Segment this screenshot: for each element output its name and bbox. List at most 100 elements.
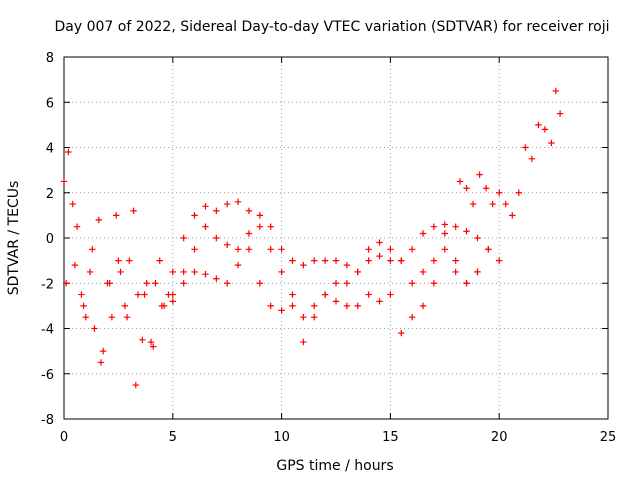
data-point <box>387 291 394 298</box>
data-point <box>321 291 329 298</box>
data-point <box>321 257 329 264</box>
data-point <box>556 110 564 117</box>
data-point <box>267 246 274 253</box>
data-point <box>452 257 459 264</box>
data-point <box>300 338 307 346</box>
data-point <box>121 302 129 310</box>
data-point <box>354 302 361 310</box>
data-point <box>541 126 549 133</box>
data-point <box>430 223 438 230</box>
data-point <box>496 257 503 264</box>
data-point <box>408 246 416 253</box>
data-point <box>202 223 209 230</box>
data-point <box>387 257 394 264</box>
data-point <box>224 280 231 287</box>
x-tick-label: 20 <box>491 430 508 445</box>
data-point <box>463 185 470 192</box>
data-point <box>452 268 459 276</box>
data-point <box>152 280 159 287</box>
data-point <box>126 257 133 264</box>
data-point <box>441 246 448 253</box>
chart-title: Day 007 of 2022, Sidereal Day-to-day VTE… <box>54 19 609 35</box>
y-tick-label: -8 <box>41 413 54 428</box>
data-point <box>489 200 496 208</box>
data-point <box>419 302 427 310</box>
x-tick-label: 0 <box>60 430 68 445</box>
data-point <box>213 207 220 215</box>
data-point <box>158 302 166 310</box>
data-point <box>456 178 464 185</box>
y-tick-label: 2 <box>46 187 54 202</box>
y-tick-label: -2 <box>41 277 54 292</box>
data-point <box>180 268 187 276</box>
data-point <box>245 230 253 237</box>
data-point <box>60 178 68 185</box>
data-point <box>256 280 264 287</box>
data-point <box>522 144 529 151</box>
data-point <box>245 246 253 253</box>
data-point <box>300 313 307 321</box>
data-point <box>278 268 285 276</box>
data-point <box>482 185 490 192</box>
x-tick-label: 15 <box>382 430 399 445</box>
y-tick-label: 0 <box>46 232 54 247</box>
data-point <box>191 268 198 276</box>
data-point <box>332 280 340 287</box>
data-point <box>69 200 76 208</box>
data-point <box>191 212 198 219</box>
data-point <box>80 302 87 310</box>
data-point <box>278 307 285 314</box>
data-point <box>141 291 148 298</box>
data-point <box>123 313 131 321</box>
data-point <box>130 207 137 215</box>
data-point <box>213 275 220 282</box>
data-point <box>354 268 361 276</box>
data-point <box>365 246 372 253</box>
data-point <box>502 200 509 208</box>
data-point <box>180 234 187 242</box>
data-point <box>147 338 155 346</box>
y-axis-label: SDTVAR / TECUs <box>6 181 22 296</box>
data-points <box>60 87 564 389</box>
data-point <box>169 291 176 298</box>
data-point <box>256 223 264 230</box>
data-point <box>115 257 122 264</box>
data-point <box>408 280 416 287</box>
y-tick-label: -6 <box>41 368 54 383</box>
data-point <box>156 257 163 264</box>
data-point <box>552 87 559 95</box>
data-point <box>134 291 142 298</box>
data-point <box>289 302 296 310</box>
data-point <box>202 203 209 210</box>
data-point <box>376 252 383 260</box>
data-point <box>474 268 481 276</box>
data-point <box>398 329 405 337</box>
x-tick-label: 5 <box>169 430 177 445</box>
y-tick-label: 8 <box>46 51 54 66</box>
data-point <box>224 241 231 248</box>
data-point <box>343 261 351 269</box>
data-point <box>224 200 231 208</box>
data-point <box>300 261 307 269</box>
data-point <box>476 171 483 178</box>
data-point <box>419 268 427 276</box>
data-point <box>387 246 394 253</box>
data-point <box>485 246 492 253</box>
data-point <box>234 261 242 269</box>
data-point <box>332 298 340 305</box>
data-point <box>452 223 459 230</box>
data-point <box>143 280 150 287</box>
x-tick-label: 10 <box>273 430 290 445</box>
grid <box>64 57 608 419</box>
data-point <box>430 280 438 287</box>
data-point <box>289 291 296 298</box>
data-point <box>191 246 198 253</box>
data-point <box>509 212 516 219</box>
data-point <box>180 280 187 287</box>
y-tick-label: 6 <box>46 96 54 111</box>
data-point <box>234 246 242 253</box>
data-point <box>234 198 242 205</box>
data-point <box>62 280 70 287</box>
data-point <box>169 298 176 305</box>
